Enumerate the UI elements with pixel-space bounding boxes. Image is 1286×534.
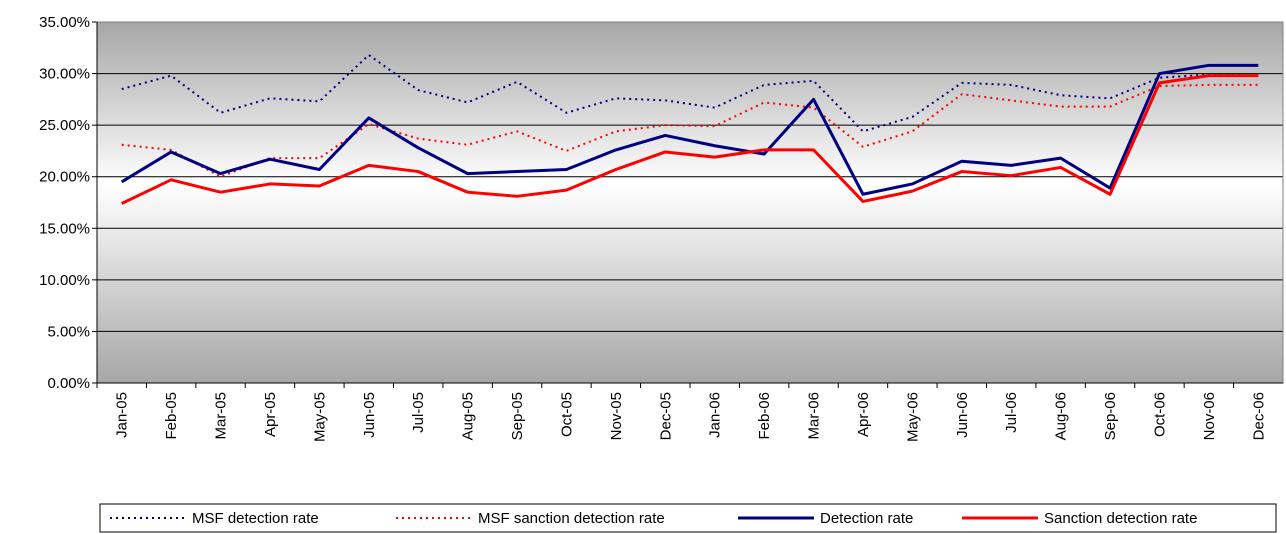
y-tick-label: 25.00% xyxy=(39,117,90,134)
x-tick-label: Jul-05 xyxy=(410,392,427,433)
x-tick-label: Jul-06 xyxy=(1003,392,1020,433)
x-tick-label: Oct-06 xyxy=(1151,392,1168,437)
x-tick-label: Nov-05 xyxy=(608,392,625,440)
x-tick-label: Sep-06 xyxy=(1102,392,1119,440)
y-tick-label: 10.00% xyxy=(39,272,90,289)
x-tick-label: Oct-05 xyxy=(558,392,575,437)
x-tick-label: Feb-05 xyxy=(163,392,180,440)
x-tick-label: Nov-06 xyxy=(1201,392,1218,440)
x-tick-label: Apr-05 xyxy=(262,392,279,437)
x-tick-label: Sep-05 xyxy=(509,392,526,440)
x-tick-label: Jun-06 xyxy=(954,392,971,438)
y-tick-label: 30.00% xyxy=(39,66,90,83)
x-tick-label: May-05 xyxy=(311,392,328,442)
legend-label: Sanction detection rate xyxy=(1044,510,1197,527)
y-tick-label: 15.00% xyxy=(39,220,90,237)
plot-area xyxy=(97,22,1283,383)
x-tick-label: Dec-06 xyxy=(1250,392,1267,440)
series-line xyxy=(120,63,1259,196)
legend-box xyxy=(99,503,1277,533)
x-tick-label: Jun-05 xyxy=(361,392,378,438)
series-line xyxy=(121,54,1259,133)
series-line xyxy=(121,83,1259,178)
y-tick-label: 5.00% xyxy=(47,323,90,340)
y-tick-label: 35.00% xyxy=(39,14,90,31)
x-tick-label: Jan-06 xyxy=(707,392,724,438)
series-line xyxy=(121,74,1259,205)
legend-label: MSF sanction detection rate xyxy=(478,510,665,527)
x-tick-label: Dec-05 xyxy=(657,392,674,440)
y-tick-label: 20.00% xyxy=(39,169,90,186)
x-tick-label: Aug-05 xyxy=(460,392,477,440)
x-tick-label: Mar-06 xyxy=(806,392,823,440)
x-tick-label: Aug-06 xyxy=(1053,392,1070,440)
x-tick-label: Mar-05 xyxy=(213,392,230,440)
x-tick-label: Jan-05 xyxy=(114,392,131,438)
y-tick-label: 0.00% xyxy=(47,375,90,392)
legend-label: MSF detection rate xyxy=(192,510,319,527)
legend-label: Detection rate xyxy=(820,510,913,527)
x-tick-label: Feb-06 xyxy=(756,392,773,440)
x-tick-label: Apr-06 xyxy=(855,392,872,437)
x-tick-label: May-06 xyxy=(904,392,921,442)
